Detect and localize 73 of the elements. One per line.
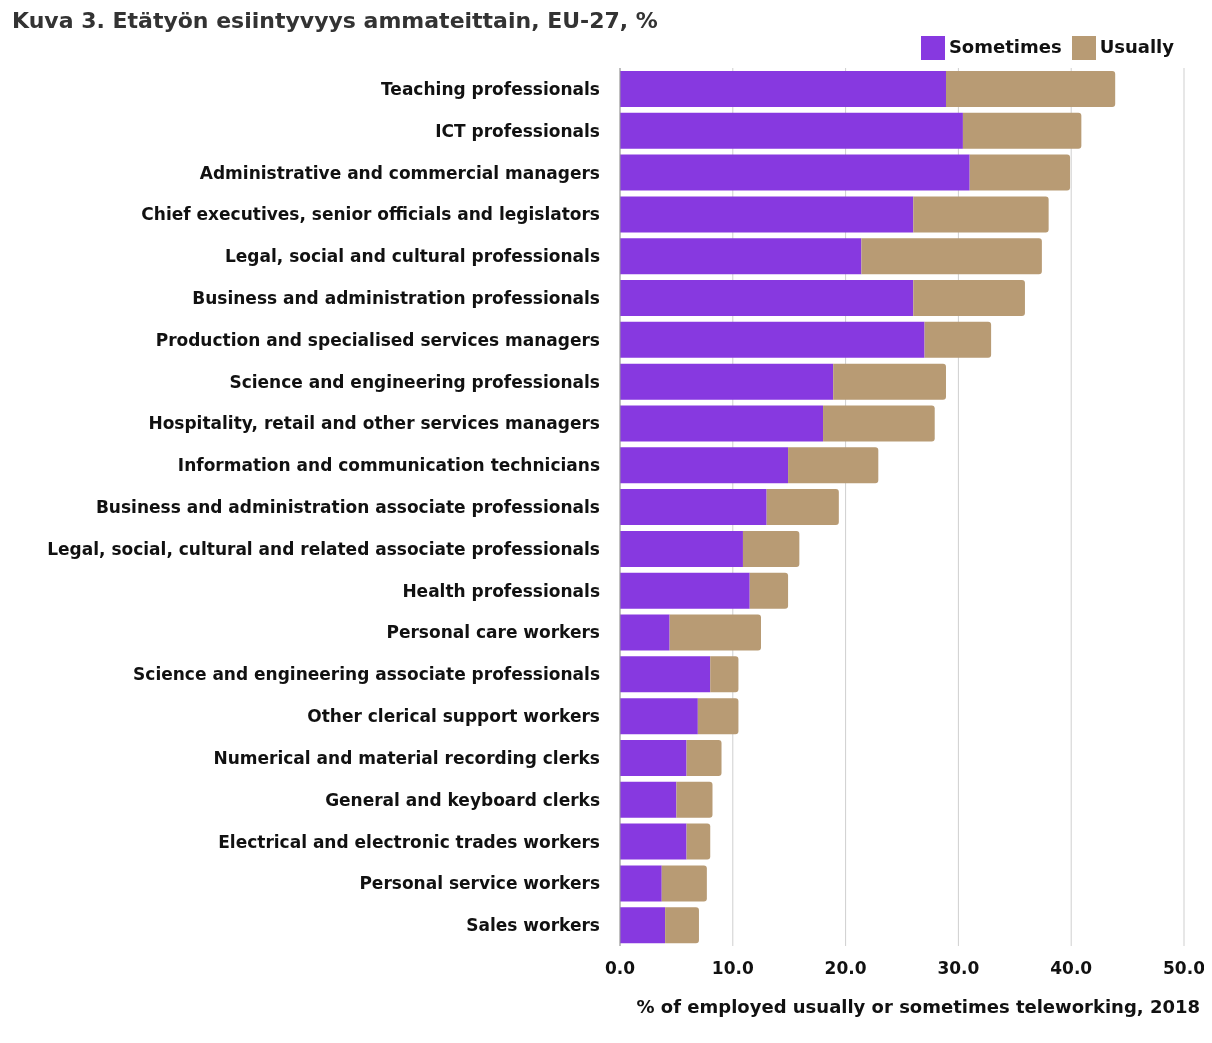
bar [620,238,862,275]
bar [788,447,879,484]
y-tick-label: Personal care workers [386,622,600,643]
bar [697,698,739,735]
bar [620,698,698,735]
y-tick-label: Numerical and material recording clerks [213,747,600,768]
bar [620,280,914,317]
y-tick-label: General and keyboard clerks [325,789,600,810]
y-tick-label: Health professionals [402,580,600,601]
y-tick-label: Information and communication technicians [177,455,600,476]
y-tick-label: Business and administration professionals [192,287,600,308]
y-tick-label: Chief executives, senior officials and legislators [141,204,600,225]
text: Kuva 3. Etätyön esiintyvyys ammateittain, EU-27, % [12,8,659,35]
legend-label: Usually [1099,36,1174,57]
bar [620,321,925,358]
bar [749,572,789,609]
bar [620,865,662,902]
bar [620,739,687,776]
y-tick-label: ICT professionals [435,120,600,141]
bar [620,363,834,400]
x-tick-label: 10.0 [711,958,754,979]
y-tick-label: Other clerical support workers [307,706,600,727]
x-tick-label: 0.0 [604,958,636,979]
bar [620,447,789,484]
bar [620,71,946,107]
y-tick-label: Science and engineering professionals [229,371,600,392]
bar [620,530,743,567]
bar [620,614,670,651]
bar [686,823,711,860]
bar [620,196,914,233]
y-tick-label: Legal, social and cultural professionals [224,246,600,267]
bar [665,907,699,944]
bar [913,280,1025,317]
bar [710,656,739,693]
x-axis-title: % of employed usually or sometimes teleworking, 2018 [635,996,1200,1017]
bar [962,112,1082,149]
y-tick-label: Personal service workers [359,873,600,894]
x-tick-label: 20.0 [824,958,867,979]
y-tick-label: Business and administration associate professionals [95,497,600,518]
bar [861,238,1042,275]
bar [924,321,992,358]
y-tick-label: Production and specialised services managers [155,329,600,350]
bar [742,530,800,567]
y-tick-label: Legal, social, cultural and related associate professionals [47,538,600,559]
y-tick-label: Teaching professionals [381,78,600,99]
bar [620,572,750,609]
y-tick-label: Electrical and electronic trades workers [218,831,600,852]
bar [620,489,767,526]
y-tick-label: Science and engineering associate professionals [133,664,600,685]
y-tick-label: Sales workers [466,915,600,936]
bar [620,656,711,693]
bar [620,823,687,860]
bar [661,865,707,902]
bar [823,405,935,442]
bar [620,112,963,149]
y-tick-label: Hospitality, retail and other services managers [148,413,600,434]
x-tick-label: 50.0 [1163,958,1206,979]
bar [676,781,713,818]
legend-label: Sometimes [948,36,1062,57]
bar [945,71,1116,107]
bar [669,614,761,651]
bar [620,907,666,944]
bar [969,154,1071,191]
bar [620,781,677,818]
bar [620,405,824,442]
y-tick-label: Administrative and commercial managers [199,162,600,183]
x-tick-label: 40.0 [1050,958,1093,979]
x-tick-label: 30.0 [937,958,980,979]
bar [620,154,970,191]
bar [913,196,1049,233]
bar [766,489,839,526]
bar [833,363,946,400]
bar [686,739,722,776]
